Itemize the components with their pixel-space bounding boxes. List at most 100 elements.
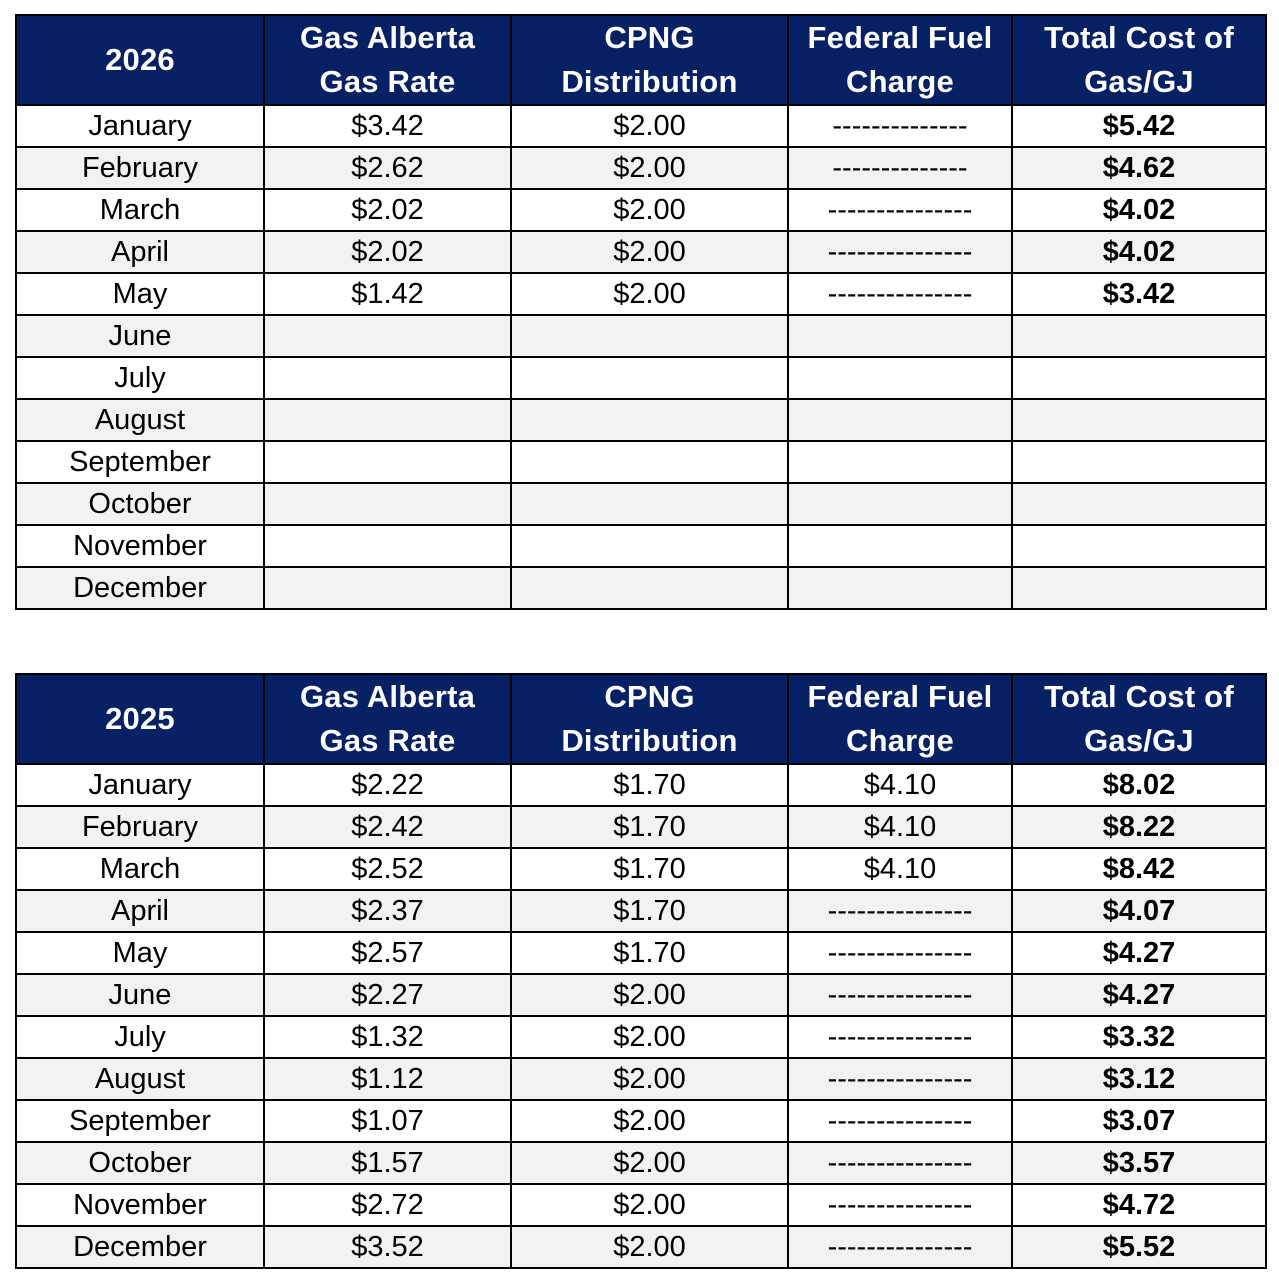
gas-rate-cell: $1.32 bbox=[263, 1015, 512, 1059]
distribution-cell bbox=[510, 482, 789, 526]
fuel-charge-cell: --------------- bbox=[787, 889, 1013, 933]
month-cell: September bbox=[15, 1099, 265, 1143]
gas-rate-cell bbox=[263, 356, 512, 400]
distribution-cell: $2.00 bbox=[510, 272, 789, 316]
fuel-charge-cell bbox=[787, 482, 1013, 526]
gas-rate-cell: $2.02 bbox=[263, 230, 512, 274]
total-cost-cell bbox=[1011, 398, 1267, 442]
gas-rate-cell bbox=[263, 398, 512, 442]
federal-fuel-charge-header: Federal Fuel Charge bbox=[787, 14, 1013, 106]
gas-alberta-rate-header: Gas Alberta Gas Rate bbox=[263, 673, 512, 765]
gas-rate-cell: $2.42 bbox=[263, 805, 512, 849]
month-cell: February bbox=[15, 146, 265, 190]
total-cost-cell bbox=[1011, 314, 1267, 358]
gas-alberta-rate-header: Gas Alberta Gas Rate bbox=[263, 14, 512, 106]
table-row: June bbox=[15, 314, 1267, 358]
month-cell: January bbox=[15, 104, 265, 148]
distribution-cell bbox=[510, 524, 789, 568]
fuel-charge-cell: --------------- bbox=[787, 1141, 1013, 1185]
table-row: June $2.27 $2.00 --------------- $4.27 bbox=[15, 973, 1267, 1017]
gas-rate-cell: $2.27 bbox=[263, 973, 512, 1017]
total-cost-cell: $8.02 bbox=[1011, 763, 1267, 807]
month-cell: August bbox=[15, 1057, 265, 1101]
distribution-cell: $2.00 bbox=[510, 1015, 789, 1059]
month-cell: June bbox=[15, 314, 265, 358]
total-cost-header: Total Cost of Gas/GJ bbox=[1011, 673, 1267, 765]
gas-rate-cell: $3.42 bbox=[263, 104, 512, 148]
gas-cost-table-2025: 2025 Gas Alberta Gas Rate CPNG Distribut… bbox=[15, 673, 1267, 1269]
distribution-cell: $2.00 bbox=[510, 1141, 789, 1185]
fuel-charge-cell bbox=[787, 356, 1013, 400]
total-cost-cell: $4.07 bbox=[1011, 889, 1267, 933]
total-cost-cell: $4.62 bbox=[1011, 146, 1267, 190]
fuel-charge-cell: --------------- bbox=[787, 1225, 1013, 1269]
gas-rate-cell: $1.57 bbox=[263, 1141, 512, 1185]
month-cell: December bbox=[15, 566, 265, 610]
fuel-charge-cell: -------------- bbox=[787, 104, 1013, 148]
fuel-charge-cell bbox=[787, 440, 1013, 484]
gas-rate-cell: $1.12 bbox=[263, 1057, 512, 1101]
total-cost-cell bbox=[1011, 356, 1267, 400]
table-row: April $2.02 $2.00 --------------- $4.02 bbox=[15, 230, 1267, 274]
fuel-charge-cell: --------------- bbox=[787, 1183, 1013, 1227]
fuel-charge-cell: -------------- bbox=[787, 146, 1013, 190]
total-cost-header: Total Cost of Gas/GJ bbox=[1011, 14, 1267, 106]
month-cell: April bbox=[15, 889, 265, 933]
total-cost-cell bbox=[1011, 524, 1267, 568]
month-cell: September bbox=[15, 440, 265, 484]
table-row: October bbox=[15, 482, 1267, 526]
gas-rate-cell: $2.02 bbox=[263, 188, 512, 232]
fuel-charge-cell: $4.10 bbox=[787, 805, 1013, 849]
total-cost-cell: $8.22 bbox=[1011, 805, 1267, 849]
distribution-cell: $2.00 bbox=[510, 1225, 789, 1269]
month-cell: March bbox=[15, 188, 265, 232]
month-cell: May bbox=[15, 931, 265, 975]
total-cost-cell: $8.42 bbox=[1011, 847, 1267, 891]
table-row: October $1.57 $2.00 --------------- $3.57 bbox=[15, 1141, 1267, 1185]
distribution-cell bbox=[510, 314, 789, 358]
table-row: December $3.52 $2.00 --------------- $5.52 bbox=[15, 1225, 1267, 1269]
gas-rate-cell: $1.07 bbox=[263, 1099, 512, 1143]
gas-rate-cell bbox=[263, 314, 512, 358]
fuel-charge-cell bbox=[787, 314, 1013, 358]
cpng-distribution-header: CPNG Distribution bbox=[510, 673, 789, 765]
gas-rate-cell: $2.52 bbox=[263, 847, 512, 891]
total-cost-cell: $3.07 bbox=[1011, 1099, 1267, 1143]
distribution-cell: $2.00 bbox=[510, 188, 789, 232]
table-row: November bbox=[15, 524, 1267, 568]
distribution-cell: $1.70 bbox=[510, 763, 789, 807]
fuel-charge-cell: --------------- bbox=[787, 931, 1013, 975]
total-cost-cell bbox=[1011, 440, 1267, 484]
month-cell: March bbox=[15, 847, 265, 891]
table-row: April $2.37 $1.70 --------------- $4.07 bbox=[15, 889, 1267, 933]
total-cost-cell: $5.42 bbox=[1011, 104, 1267, 148]
total-cost-cell: $5.52 bbox=[1011, 1225, 1267, 1269]
table-row: May $2.57 $1.70 --------------- $4.27 bbox=[15, 931, 1267, 975]
total-cost-cell: $4.02 bbox=[1011, 188, 1267, 232]
month-cell: June bbox=[15, 973, 265, 1017]
fuel-charge-cell: --------------- bbox=[787, 1099, 1013, 1143]
table-row: January $3.42 $2.00 -------------- $5.42 bbox=[15, 104, 1267, 148]
distribution-cell: $1.70 bbox=[510, 805, 789, 849]
fuel-charge-cell: $4.10 bbox=[787, 847, 1013, 891]
gas-rate-cell: $2.62 bbox=[263, 146, 512, 190]
distribution-cell: $2.00 bbox=[510, 1057, 789, 1101]
table-header: 2025 Gas Alberta Gas Rate CPNG Distribut… bbox=[15, 673, 1267, 765]
table-row: September bbox=[15, 440, 1267, 484]
total-cost-cell: $4.27 bbox=[1011, 931, 1267, 975]
month-cell: August bbox=[15, 398, 265, 442]
header-row: 2025 Gas Alberta Gas Rate CPNG Distribut… bbox=[15, 673, 1267, 765]
distribution-cell: $2.00 bbox=[510, 104, 789, 148]
table-row: September $1.07 $2.00 --------------- $3.07 bbox=[15, 1099, 1267, 1143]
total-cost-cell: $4.72 bbox=[1011, 1183, 1267, 1227]
fuel-charge-cell: $4.10 bbox=[787, 763, 1013, 807]
gas-rate-cell: $2.37 bbox=[263, 889, 512, 933]
table-row: February $2.62 $2.00 -------------- $4.62 bbox=[15, 146, 1267, 190]
table-header: 2026 Gas Alberta Gas Rate CPNG Distribut… bbox=[15, 14, 1267, 106]
total-cost-cell: $3.32 bbox=[1011, 1015, 1267, 1059]
fuel-charge-cell: --------------- bbox=[787, 1015, 1013, 1059]
month-cell: February bbox=[15, 805, 265, 849]
table-row: March $2.02 $2.00 --------------- $4.02 bbox=[15, 188, 1267, 232]
total-cost-cell: $3.42 bbox=[1011, 272, 1267, 316]
month-cell: October bbox=[15, 482, 265, 526]
